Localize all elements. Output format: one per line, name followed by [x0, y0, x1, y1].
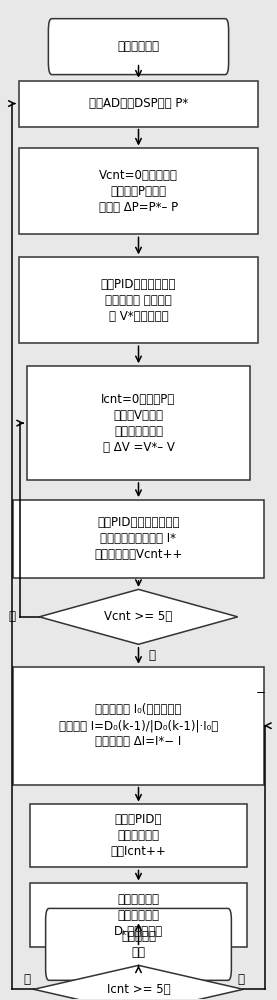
Text: 位置PID调节，得到位
置环输出即 转速环给
定 V*（有正负）: 位置PID调节，得到位 置环输出即 转速环给 定 V*（有正负）: [101, 278, 176, 323]
Bar: [19, 257, 258, 343]
FancyBboxPatch shape: [48, 19, 229, 75]
Text: 模拟位置给定: 模拟位置给定: [117, 40, 160, 53]
Text: 是: 是: [23, 973, 30, 986]
Polygon shape: [34, 965, 243, 1000]
Text: Vcnt >= 5？: Vcnt >= 5？: [104, 610, 173, 623]
Text: 电机及执行
机构: 电机及执行 机构: [121, 930, 156, 959]
FancyBboxPatch shape: [46, 908, 231, 980]
Text: 是: 是: [9, 610, 16, 623]
Text: 否: 否: [148, 649, 155, 662]
Text: Icnt=0，根据P计
算转速V（有正
负），求速度偏
差 ΔV =V*– V: Icnt=0，根据P计 算转速V（有正 负），求速度偏 差 ΔV =V*– V: [101, 393, 176, 454]
Bar: [30, 804, 247, 867]
Text: 母线电流为 I₀(标量），电
流反馈为 I=D₀(k-1)/|D₀(k-1)|·I₀，
求电流偏差 ΔI=I*− I: 母线电流为 I₀(标量），电 流反馈为 I=D₀(k-1)/|D₀(k-1)|·…: [59, 703, 218, 748]
Bar: [19, 81, 258, 127]
Text: −: −: [256, 686, 266, 699]
Text: 否: 否: [237, 973, 244, 986]
Polygon shape: [39, 589, 238, 644]
Text: 将电流环输出
变换为占空比
Dₖ（有正负）: 将电流环输出 变换为占空比 Dₖ（有正负）: [114, 893, 163, 938]
Bar: [13, 667, 264, 785]
Bar: [19, 148, 258, 234]
Bar: [27, 366, 250, 480]
Text: Icnt >= 5？: Icnt >= 5？: [107, 983, 170, 996]
Bar: [30, 883, 247, 947]
Bar: [13, 500, 264, 578]
Text: Vcnt=0，读取位置
反馈信号P，求位
置偏差 ΔP=P*– P: Vcnt=0，读取位置 反馈信号P，求位 置偏差 ΔP=P*– P: [99, 169, 178, 214]
Text: 速度PID调节，得到速度
环输出即电流环给定 I*
（有正负），Vcnt++: 速度PID调节，得到速度 环输出即电流环给定 I* （有正负），Vcnt++: [94, 516, 183, 561]
Text: 通过AD送入DSP，为 P*: 通过AD送入DSP，为 P*: [89, 97, 188, 110]
Text: 电流环PID调
节，输出有正
负，Icnt++: 电流环PID调 节，输出有正 负，Icnt++: [111, 813, 166, 858]
